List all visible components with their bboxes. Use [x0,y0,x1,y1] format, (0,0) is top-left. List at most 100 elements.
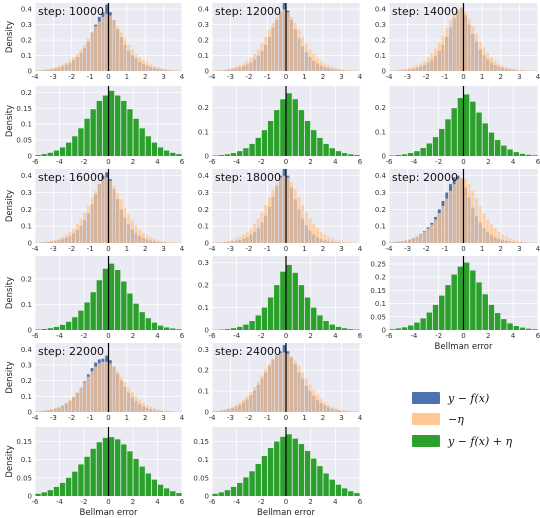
bar-y-minus-fx-plus-eta [317,137,323,156]
bar-neg-eta [42,69,46,71]
bar-y-minus-fx-plus-eta [84,302,90,330]
bar-neg-eta [253,386,256,412]
x-tick-label: 3 [339,245,343,253]
x-tick-label: -2 [246,414,253,422]
y-tick-label: 0.3 [21,361,32,369]
bar-neg-eta [68,60,72,71]
bar-neg-eta [260,212,264,243]
bar-y-minus-fx-plus-eta [96,280,102,330]
panel-step-18000-top: -4 -3 -2 -1 0 1 2 3 4 0 0.1 0.2 0.3 0.4 step: 18000 [198,169,363,253]
y-tick-label: 0.1 [21,121,32,129]
x-tick-label: 2 [486,332,490,340]
bar-y-minus-fx-plus-eta [41,154,47,156]
x-tick-label: 0 [106,158,110,166]
bar-neg-eta [242,399,245,412]
bar-y-minus-fx-plus-eta [519,153,526,156]
x-tick-label: -3 [227,245,234,253]
bar-neg-eta [75,224,79,243]
x-tick-label: -3 [50,414,57,422]
bar-y-minus-fx-plus-eta [335,484,342,496]
bar-neg-eta [53,67,57,71]
bar-neg-eta [297,29,301,71]
bar-y-minus-fx-plus-eta [102,268,109,330]
bar-neg-eta [101,361,105,412]
bar-y-minus-fx-plus-eta [335,326,342,330]
bar-y-minus-fx-plus-eta [72,136,78,156]
x-tick-label: 0 [106,498,110,506]
bar-neg-eta [108,363,112,412]
bar-neg-eta [304,43,308,71]
y-tick-label: 0.3 [375,189,386,197]
bar-y-minus-fx-plus-eta [323,321,329,330]
bar-neg-eta [275,16,279,72]
y-tick-label: 0 [28,68,32,76]
x-tick-label: -4 [410,332,418,340]
bar-neg-eta [456,9,460,72]
bar-neg-eta [323,402,327,412]
bar-y-minus-fx-plus-eta [439,128,445,156]
bar-neg-eta [167,411,171,412]
bar-neg-eta [156,240,160,243]
x-tick-label: 2 [321,414,325,422]
bar-neg-eta [286,177,290,243]
y-tick-label: 0 [205,327,209,335]
bar-y-minus-fx-plus-eta [507,323,513,330]
y-tick-label: 0.4 [375,172,387,180]
bar-neg-eta [72,396,76,412]
bar-y-minus-fx-plus-eta [151,322,158,330]
bar-neg-eta [253,54,256,71]
x-tick-label: 3 [339,73,343,81]
bar-neg-eta [127,387,131,412]
x-tick-label: -4 [410,158,418,166]
bar-y-minus-fx-plus-eta [280,436,286,496]
bar-neg-eta [478,41,482,71]
bar-y-minus-fx-plus-eta [408,325,414,330]
bar-neg-eta [463,12,467,71]
panel-step-24000-top: -4 -3 -2 -1 0 1 2 3 4 0 0.1 0.2 0.3 step: 24000 [198,343,363,422]
bar-neg-eta [160,409,164,412]
x-tick-label: -4 [56,332,64,340]
bar-neg-eta [471,190,475,243]
bar-neg-eta [97,363,101,412]
x-tick-label: -4 [386,245,394,253]
y-tick-label: 0 [382,153,386,161]
bar-neg-eta [345,69,349,71]
x-tick-label: 6 [180,158,185,166]
bar-y-minus-fx-plus-eta [494,140,501,156]
bar-neg-eta [141,60,145,71]
x-tick-label: -6 [386,332,394,340]
bar-y-minus-fx-plus-eta [488,132,495,156]
bar-neg-eta [437,42,441,71]
bar-neg-eta [434,48,438,71]
y-tick-label: 0.2 [375,206,386,214]
bar-y-minus-fx-plus-eta [59,482,66,496]
bar-neg-eta [441,206,445,243]
y-tick-label: 0 [382,240,386,248]
bar-y-minus-fx-plus-eta [139,312,145,330]
bar-neg-eta [478,206,482,243]
bar-y-minus-fx-plus-eta [230,328,237,330]
bar-neg-eta [482,47,486,71]
bar-neg-eta [530,242,534,243]
bar-neg-eta [238,236,242,243]
bar-neg-eta [171,242,175,243]
bar-y-minus-fx-plus-eta [139,466,145,496]
bar-y-minus-fx-plus-eta [121,100,127,156]
bar-y-minus-fx-plus-eta [463,262,470,330]
bar-neg-eta [316,57,319,71]
bar-neg-eta [79,218,83,243]
bar-y-minus-fx-plus-eta [121,444,127,496]
bar-neg-eta [256,218,260,243]
bar-neg-eta [130,392,134,412]
y-tick-label: 0.15 [16,105,32,113]
bar-neg-eta [227,240,231,243]
x-tick-label: -2 [258,498,265,506]
bar-y-minus-fx-plus-eta [513,326,519,330]
bar-neg-eta [86,206,90,243]
bar-neg-eta [245,231,249,243]
x-axis-label: Bellman error [257,508,315,518]
bar-y-minus-fx-plus-eta [127,451,133,496]
bar-neg-eta [408,239,411,243]
bar-y-minus-fx-plus-eta [176,154,182,156]
bar-neg-eta [116,192,120,243]
